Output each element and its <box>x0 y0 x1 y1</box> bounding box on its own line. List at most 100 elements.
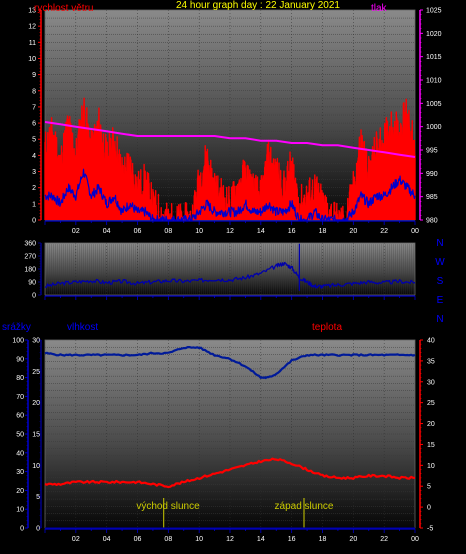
direction-axis-tick-label: 0 <box>32 293 36 300</box>
direction-axis-tick-label: 360 <box>24 241 36 248</box>
humidity-line <box>44 346 416 380</box>
wind-time-axis-tick-label: 12 <box>226 228 234 235</box>
humidity-time-axis-tick-label: 02 <box>72 536 80 543</box>
temperature-axis-tick-label: 30 <box>427 379 435 386</box>
wind-label: rychlost větru <box>34 3 93 14</box>
humidity-axis-tick-label: 100 <box>12 338 24 345</box>
humidity-axis-tick-label: 50 <box>16 432 24 439</box>
pressure-axis-tick-label: 1025 <box>426 8 442 15</box>
pressure-axis-tick-label: 995 <box>426 148 438 155</box>
wind-time-axis-tick-label: 14 <box>257 228 265 235</box>
temperature-axis-tick-label: 10 <box>427 463 435 470</box>
sunrise-label: východ slunce <box>136 501 200 512</box>
humidity-axis-tick-label: 80 <box>16 375 24 382</box>
rain-axis-tick-label: 10 <box>32 463 40 470</box>
humidity-time-axis-tick-label: 08 <box>164 536 172 543</box>
wind-axis-tick-label: 0 <box>32 218 36 225</box>
humidity-time-axis-tick-label: 18 <box>319 536 327 543</box>
humidity-time-axis-tick-label: 00 <box>411 536 419 543</box>
wind-time-axis-tick-label: 02 <box>72 228 80 235</box>
rain-axis-tick-label: 20 <box>32 400 40 407</box>
humidity-time-axis-tick-label: 20 <box>349 536 357 543</box>
rain-axis-tick-label: 30 <box>32 338 40 345</box>
pressure-label: tlak <box>371 3 388 14</box>
wind-gust-line <box>44 97 416 221</box>
compass-label-3: E <box>437 295 444 306</box>
wind-time-axis-tick-label: 00 <box>411 228 419 235</box>
pressure-line <box>44 121 416 158</box>
humidity-axis-tick-label: 20 <box>16 488 24 495</box>
humidity-axis-tick-label: 30 <box>16 469 24 476</box>
humidity-time-axis-tick-label: 14 <box>257 536 265 543</box>
rain-axis-tick-label: 15 <box>32 432 40 439</box>
pressure-axis-tick-label: 1000 <box>426 124 442 131</box>
wind-axis-tick-label: 8 <box>32 88 36 95</box>
wind-axis-tick-label: 5 <box>32 137 36 144</box>
compass-label-1: W <box>435 257 445 268</box>
temperature-axis-tick-label: 15 <box>427 442 435 449</box>
temperature-axis-tick-label: 40 <box>427 338 435 345</box>
rain-axis-tick-label: 0 <box>36 526 40 533</box>
humidity-time-axis-tick-label: 12 <box>226 536 234 543</box>
sunset-label: západ slunce <box>275 501 334 512</box>
rain-axis-tick-label: 5 <box>36 494 40 501</box>
humidity-time-axis-tick-label: 16 <box>288 536 296 543</box>
wind-axis-tick-label: 7 <box>32 104 36 111</box>
compass-label-0: N <box>436 238 443 249</box>
direction-axis-tick-label: 270 <box>24 254 36 261</box>
wind-time-axis-tick-label: 06 <box>134 228 142 235</box>
pressure-axis-tick-label: 1015 <box>426 54 442 61</box>
direction-panel-frame <box>44 242 416 296</box>
rain-label: srážky <box>2 322 31 333</box>
humidity-axis-tick-label: 70 <box>16 394 24 401</box>
humidity-time-axis-tick-label: 22 <box>380 536 388 543</box>
temperature-axis-tick-label: 20 <box>427 421 435 428</box>
wind-axis-tick-label: 9 <box>32 72 36 79</box>
wind-time-axis-tick-label: 08 <box>164 228 172 235</box>
temperature-axis-tick-label: -5 <box>427 526 433 533</box>
wind-average-line <box>44 168 416 221</box>
wind-axis-tick-label: 3 <box>32 169 36 176</box>
humidity-label: vlhkost <box>67 322 98 333</box>
direction-axis-tick-label: 180 <box>24 267 36 274</box>
wind-axis-tick-label: 10 <box>28 56 36 63</box>
temperature-line <box>44 457 416 489</box>
pressure-axis-tick-label: 985 <box>426 194 438 201</box>
pressure-axis-tick-label: 1020 <box>426 31 442 38</box>
compass-label-4: N <box>436 314 443 325</box>
wind-time-axis-tick-label: 16 <box>288 228 296 235</box>
wind-axis-tick-label: 12 <box>28 24 36 31</box>
pressure-axis-tick-label: 990 <box>426 171 438 178</box>
temperature-label: teplota <box>312 322 342 333</box>
temperature-axis-tick-label: 5 <box>427 484 431 491</box>
wind-time-axis-tick-label: 22 <box>380 228 388 235</box>
humidity-axis-tick-label: 0 <box>20 526 24 533</box>
wind-axis-tick-label: 1 <box>32 201 36 208</box>
chart-title: 24 hour graph day : 22 January 2021 <box>176 0 340 11</box>
wind-direction-line <box>44 261 416 289</box>
direction-axis-tick-label: 90 <box>28 280 36 287</box>
rain-axis-tick-label: 25 <box>32 369 40 376</box>
humidity-time-axis-tick-label: 06 <box>134 536 142 543</box>
wind-time-axis-tick-label: 18 <box>319 228 327 235</box>
pressure-axis-tick-label: 980 <box>426 218 438 225</box>
humidity-time-axis-tick-label: 10 <box>195 536 203 543</box>
wind-axis-tick-label: 2 <box>32 185 36 192</box>
humidity-axis-tick-label: 40 <box>16 450 24 457</box>
pressure-axis-tick-label: 1010 <box>426 78 442 85</box>
temperature-axis-tick-label: 35 <box>427 358 435 365</box>
wind-axis-tick-label: 6 <box>32 121 36 128</box>
humidity-axis-tick-label: 60 <box>16 413 24 420</box>
pressure-axis-tick-label: 1005 <box>426 101 442 108</box>
humidity-time-axis-tick-label: 04 <box>103 536 111 543</box>
temperature-axis-tick-label: 0 <box>427 505 431 512</box>
wind-time-axis-tick-label: 04 <box>103 228 111 235</box>
humidity-axis-tick-label: 10 <box>16 507 24 514</box>
wind-axis-tick-label: 13 <box>28 8 36 15</box>
wind-axis-tick-label: 11 <box>29 40 36 47</box>
wind-axis-tick-label: 4 <box>32 153 36 160</box>
wind-time-axis-tick-label: 20 <box>349 228 357 235</box>
temperature-axis-tick-label: 25 <box>427 400 435 407</box>
